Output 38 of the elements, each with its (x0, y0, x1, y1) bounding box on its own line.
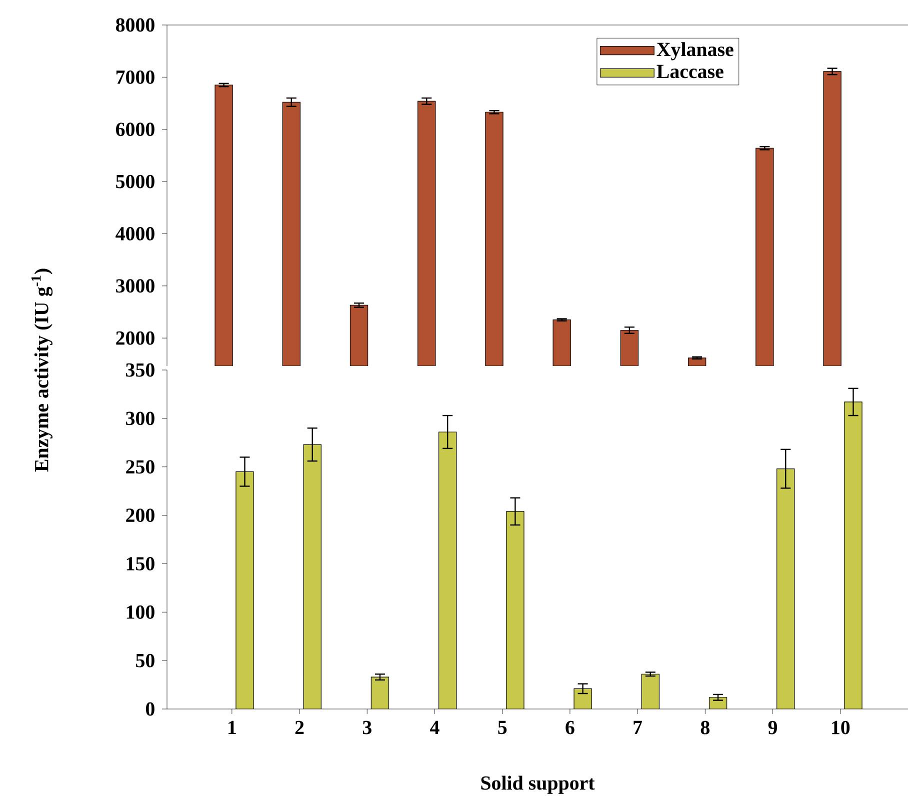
y-tick-label: 150 (126, 556, 154, 570)
y-tick-label: 7000 (116, 70, 154, 84)
y-tick-label: 50 (136, 654, 154, 668)
legend-label: Laccase (656, 64, 724, 78)
y-tick-label: 0 (146, 702, 154, 716)
bar (371, 677, 389, 709)
bar (642, 674, 660, 709)
bar (438, 432, 456, 709)
y-tick-label: 300 (126, 412, 154, 426)
y-tick-label: 3000 (116, 279, 154, 293)
x-tick-label: 7 (634, 720, 642, 734)
y-tick-label: 350 (126, 363, 154, 377)
y-tick-label: 4000 (116, 226, 154, 240)
y-tick-label: 5000 (116, 174, 154, 188)
bar (506, 511, 524, 709)
bar (844, 402, 862, 709)
y-tick-label: 6000 (116, 122, 154, 136)
y-tick-label: 250 (126, 460, 154, 474)
x-tick-label: 4 (430, 720, 440, 734)
x-tick-label: 9 (768, 720, 778, 734)
bar (574, 688, 592, 709)
x-tick-label: 10 (832, 720, 850, 734)
x-tick-label: 8 (700, 720, 710, 734)
legend-label: Xylanase (656, 42, 734, 60)
x-tick-label: 2 (295, 720, 304, 734)
x-tick-label: 6 (566, 720, 574, 734)
x-tick-label: 1 (228, 720, 236, 734)
y-tick-label: 8000 (116, 18, 154, 32)
y-axis-title: Enzyme activity (IU g$^{-1}$) (31, 268, 53, 472)
y-tick-label: 100 (126, 605, 154, 619)
y-tick-label: 200 (126, 508, 154, 522)
bar (776, 468, 794, 709)
bar (236, 472, 254, 709)
x-axis-title: Solid support (481, 776, 595, 794)
y-tick-label: 2000 (116, 331, 154, 345)
x-tick-label: 5 (498, 720, 507, 734)
bar (304, 444, 322, 709)
x-tick-label: 3 (362, 720, 372, 734)
